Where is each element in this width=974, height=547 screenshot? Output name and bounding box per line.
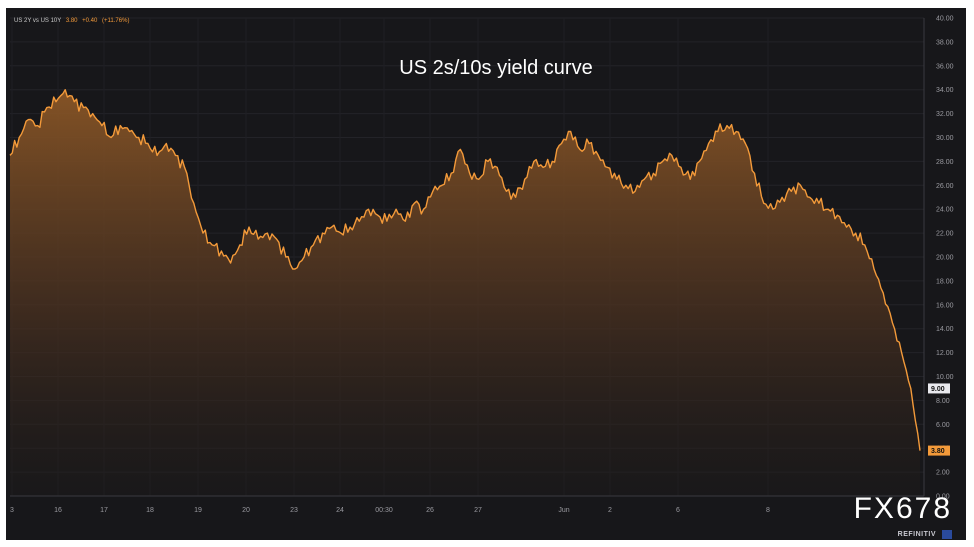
y-tick-label: 26.00 — [936, 183, 954, 190]
x-tick-label: Jun — [558, 507, 569, 514]
y-tick-label: 24.00 — [936, 207, 954, 214]
y-tick-label: 34.00 — [936, 87, 954, 94]
y-tick-label: 0.00 — [936, 494, 950, 501]
legend-pct: (+11.76%) — [102, 18, 130, 24]
chart-title: US 2s/10s yield curve — [399, 57, 592, 79]
refinitiv-brand: REFINITIV — [897, 531, 936, 538]
y-tick-label: 18.00 — [936, 278, 954, 285]
x-tick-label: 23 — [290, 507, 298, 514]
refinitiv-logo-icon — [942, 530, 952, 539]
fx678-watermark: FX678 — [853, 492, 952, 525]
chart-panel: 0.002.004.006.008.0010.0012.0014.0016.00… — [6, 8, 966, 540]
y-tick-label: 22.00 — [936, 231, 954, 238]
y-tick-label: 8.00 — [936, 398, 950, 405]
legend-label: US 2Y vs US 10Y — [14, 18, 62, 24]
yield-curve-chart: 0.002.004.006.008.0010.0012.0014.0016.00… — [9, 16, 954, 514]
x-tick-label: 2 — [608, 507, 612, 514]
y-tick-label: 14.00 — [936, 326, 954, 333]
series-area — [10, 89, 920, 496]
plot-area — [9, 89, 921, 496]
y-tick-label: 36.00 — [936, 63, 954, 70]
x-tick-label: 18 — [146, 507, 154, 514]
x-tick-label: 24 — [336, 507, 344, 514]
axes: 0.002.004.006.008.0010.0012.0014.0016.00… — [10, 16, 954, 514]
x-tick-label: 27 — [474, 507, 482, 514]
legend-value: 3.80 — [65, 18, 78, 24]
x-tick-label: 3 — [10, 507, 14, 514]
x-tick-label: 19 — [194, 507, 202, 514]
y-tick-label: 32.00 — [936, 111, 954, 118]
x-tick-label: 16 — [54, 507, 62, 514]
y-tick-label: 20.00 — [936, 255, 954, 262]
x-tick-label: 20 — [242, 507, 250, 514]
series-legend: US 2Y vs US 10Y 3.80 +0.40 (+11.76%) — [14, 18, 129, 24]
y-tick-label: 10.00 — [936, 374, 954, 381]
y-tick-label: 40.00 — [936, 16, 954, 23]
y-tick-label: 30.00 — [936, 135, 954, 142]
x-tick-label: 26 — [426, 507, 434, 514]
current-price-label: 3.80 — [931, 448, 945, 455]
y-tick-label: 38.00 — [936, 39, 954, 46]
last-price-label: 9.00 — [931, 386, 945, 393]
y-tick-label: 28.00 — [936, 159, 954, 166]
last-price-box — [928, 383, 950, 394]
x-tick-label: 00:30 — [375, 507, 393, 514]
y-tick-label: 16.00 — [936, 302, 954, 309]
x-tick-label: 8 — [766, 507, 770, 514]
y-tick-label: 2.00 — [936, 470, 950, 477]
x-tick-label: 17 — [100, 507, 108, 514]
y-tick-label: 12.00 — [936, 350, 954, 357]
y-tick-label: 6.00 — [936, 422, 950, 429]
legend-change: +0.40 — [82, 18, 98, 24]
x-tick-label: 6 — [676, 507, 680, 514]
current-price-box — [928, 445, 950, 456]
series-line — [9, 89, 921, 451]
